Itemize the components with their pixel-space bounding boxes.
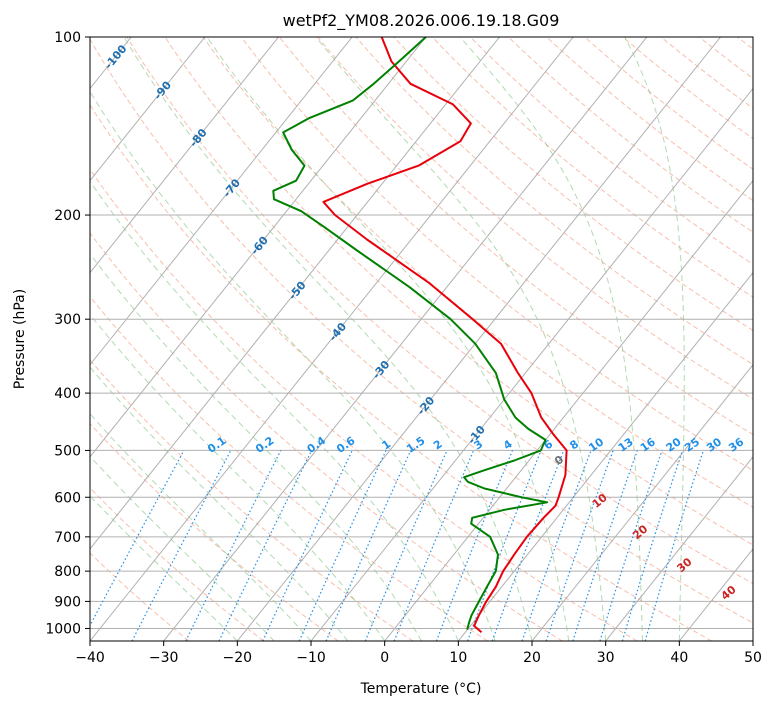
y-tick-label: 1000	[45, 621, 81, 637]
y-tick-label: 100	[54, 30, 81, 46]
dry-adiabat-line	[393, 37, 753, 332]
x-tick-label: 0	[380, 650, 389, 666]
mixing-ratio-line	[521, 450, 592, 641]
plot-area: -100-90-80-70-60-50-40-30-20-10 0.1 0.2 0.…	[90, 37, 753, 641]
temperature-line	[322, 37, 568, 634]
mixing-ratio-line	[644, 450, 704, 641]
y-axis-ticks: 1000 900 800 700 600 500 400 300 200 100	[45, 30, 90, 637]
moist-adiabat-line	[90, 90, 496, 641]
y-tick-label: 700	[54, 530, 81, 546]
skewed-isotherms	[90, 37, 753, 641]
isotherm-line	[90, 37, 574, 641]
mixing-ratio-line	[491, 450, 565, 641]
isotherm-line	[457, 271, 753, 641]
x-tick-label: −10	[296, 650, 326, 666]
dry-adiabat-line	[164, 37, 753, 546]
dry-adiabat-line	[90, 38, 753, 624]
isotherm-line	[236, 37, 721, 641]
x-tick-label: −30	[149, 650, 179, 666]
moist-adiabats	[90, 37, 685, 641]
mixing-ratio-line	[325, 450, 412, 641]
x-axis-ticks: −40 −30 −20 −10 0 10 20 30 40 50	[75, 641, 762, 666]
mixing-ratio-line	[90, 450, 185, 627]
dry-adiabat-line	[90, 232, 563, 641]
dry-adiabat-line	[90, 295, 488, 641]
mixing-ratio-line	[262, 450, 353, 641]
x-axis-label: Temperature (°C)	[360, 681, 482, 697]
moist-adiabat-line	[90, 495, 238, 641]
moist-adiabat-line	[90, 180, 459, 641]
x-tick-label: 30	[597, 650, 615, 666]
dewpoint-line	[272, 37, 549, 630]
mixing-ratio-line	[364, 450, 448, 641]
dry-adiabat-line	[90, 422, 339, 641]
mixing-ratio-line	[572, 450, 638, 641]
isotherm-line	[90, 37, 279, 274]
y-tick-label: 400	[54, 386, 81, 402]
x-tick-label: 50	[744, 650, 762, 666]
dry-adiabat-line	[279, 37, 753, 436]
moist-adiabat-line	[90, 253, 422, 641]
isotherm-line	[384, 179, 753, 641]
y-tick-label: 500	[54, 443, 81, 459]
isotherm-line	[90, 37, 206, 182]
mixing-ratio-line	[621, 450, 684, 641]
moist-adiabat-line	[90, 313, 386, 641]
isotherm-line	[90, 37, 500, 550]
pressure-gridlines	[90, 37, 753, 629]
isotherm-line	[605, 456, 753, 641]
isotherm-line	[163, 37, 648, 641]
x-tick-label: 10	[449, 650, 467, 666]
dry-adiabat-line	[469, 37, 753, 266]
isotherm-line	[90, 37, 353, 366]
y-tick-label: 600	[54, 490, 81, 506]
dry-adiabat-line	[546, 37, 753, 202]
x-tick-label: −20	[223, 650, 253, 666]
moist-adiabat-line	[123, 37, 533, 641]
x-tick-label: −40	[75, 650, 105, 666]
dry-adiabat-line	[90, 104, 712, 641]
x-tick-label: 40	[670, 650, 688, 666]
isotherm-line	[310, 87, 753, 641]
moist-adiabat-line	[315, 37, 607, 641]
moist-adiabat-line	[206, 37, 570, 641]
moist-adiabat-line	[90, 413, 312, 641]
dry-adiabat-line	[202, 37, 753, 508]
y-tick-label: 300	[54, 312, 81, 328]
y-tick-label: 200	[54, 208, 81, 224]
moist-adiabat-line	[624, 37, 685, 641]
dry-adiabat-line	[90, 487, 264, 641]
chart-title: wetPf2_YM08.2026.006.19.18.G09	[283, 11, 560, 31]
mixing-ratio-line	[218, 450, 313, 641]
mixing-ratio-line	[298, 450, 387, 641]
mixing-ratio-lines	[90, 450, 704, 641]
moist-adiabat-line	[459, 37, 643, 641]
mixing-ratio-line	[185, 450, 282, 641]
dry-adiabat-line	[622, 37, 753, 140]
y-tick-label: 900	[54, 594, 81, 610]
moist-adiabat-line	[90, 455, 275, 641]
plot-frame	[89, 36, 754, 642]
dry-adiabat-line	[90, 168, 638, 641]
mixing-ratio-line	[545, 450, 614, 641]
profile-lines	[272, 37, 568, 634]
isotherm-line	[90, 37, 427, 458]
isotherm-line	[531, 363, 753, 641]
dry-adiabat-line	[126, 37, 753, 585]
dry-adiabat-line	[317, 37, 753, 400]
x-tick-label: 20	[523, 650, 541, 666]
y-axis-label: Pressure (hPa)	[12, 289, 28, 389]
dry-adiabat-line	[90, 359, 414, 641]
mixing-ratio-line	[599, 450, 663, 641]
dry-adiabats	[90, 37, 753, 641]
y-tick-label: 800	[54, 564, 81, 580]
